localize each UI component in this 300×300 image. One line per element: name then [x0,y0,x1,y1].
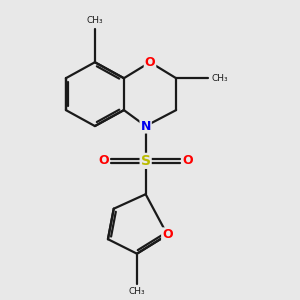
Text: O: O [162,228,173,241]
Text: O: O [145,56,155,69]
Text: CH₃: CH₃ [129,287,145,296]
Text: O: O [98,154,109,167]
Text: CH₃: CH₃ [212,74,228,83]
Text: O: O [182,154,193,167]
Text: S: S [141,154,151,168]
Text: N: N [140,120,151,133]
Text: CH₃: CH₃ [87,16,103,26]
